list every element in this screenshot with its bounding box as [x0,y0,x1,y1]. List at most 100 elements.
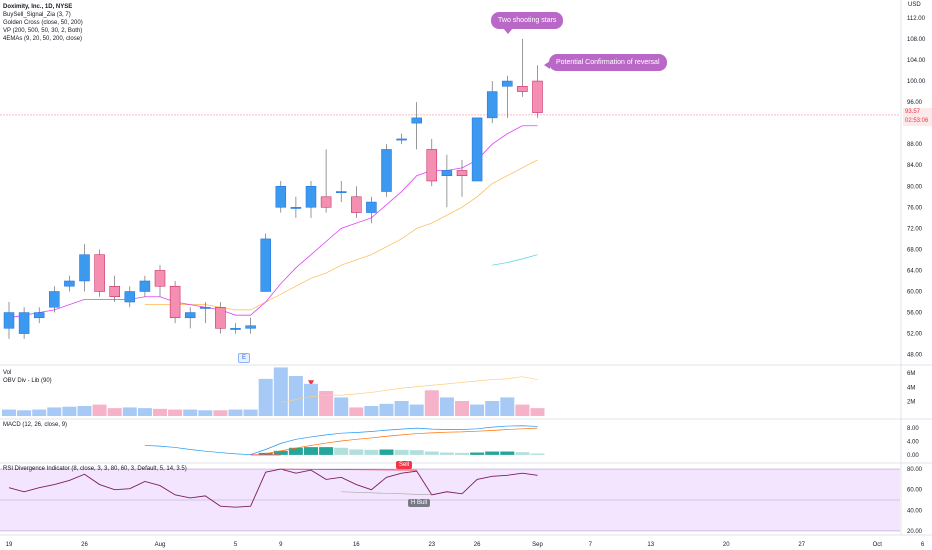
volume-bar [107,408,122,416]
macd-line [144,425,538,455]
countdown-tag: 02:53:06 [903,117,932,126]
macd-histogram-bar [334,447,349,455]
rsi-tick-label: 80.00 [907,467,923,473]
candle-body [426,149,438,182]
price-tick-label: 72.00 [907,226,923,232]
indicator-buysell[interactable]: BuySell_Signal_Zia (3, 7) [3,12,71,18]
volume-bar [228,409,243,416]
sell-tag: Sell [396,461,413,469]
volume-bar [455,401,469,416]
x-tick-label: 23 [428,542,435,548]
candle-body [154,270,166,287]
candle-body [64,280,75,287]
candle-body [184,312,196,319]
chart-legend: Doximity, Inc., 1D, NYSE BuySell_Signal_… [3,3,83,43]
rsi-tick-label: 20.00 [907,529,923,535]
volume-bar [62,406,77,416]
volume-tick-label: 2M [907,400,915,406]
price-tick-label: 96.00 [907,100,923,106]
macd-tick-label: 0.00 [907,453,919,459]
bullish-divergence-line [341,491,432,496]
volume-bar [304,383,318,416]
x-tick-label: Oct [873,542,883,548]
candle-body [396,138,407,141]
earnings-marker[interactable]: E [238,353,251,363]
volume-bar [424,390,439,416]
candle-body [502,80,513,87]
candle-body [305,186,317,208]
price-tick-label: 60.00 [907,289,923,295]
candle-body [230,328,241,330]
x-tick-label: 5 [234,542,238,548]
candle-body [49,291,60,308]
x-tick-label: 13 [647,542,654,548]
symbol-title[interactable]: Doximity, Inc., 1D, NYSE [3,4,73,10]
ema-50-line [492,254,538,266]
x-tick-label: 26 [81,542,88,548]
volume-bar [530,408,545,416]
price-tick-label: 56.00 [907,311,923,317]
obv-title[interactable]: OBV Div - Lib (90) [3,378,52,384]
macd-histogram-bar [424,451,439,455]
candle-body [366,201,377,213]
macd-histogram-bar [304,447,318,455]
macd-title[interactable]: MACD (12, 26, close, 9) [3,422,68,428]
candle-body [320,196,332,208]
macd-histogram-bar [500,451,515,455]
rsi-line [8,468,538,508]
volume-bar [364,406,379,416]
ema-20-line [144,159,538,311]
macd-tick-label: 8.00 [907,426,919,432]
candle-body [290,207,302,209]
rsi-tick-label: 60.00 [907,488,923,494]
volume-bar [439,397,454,416]
candle-body [517,86,528,92]
candle-body [351,196,362,213]
macd-histogram-bar [379,449,394,455]
volume-bar [485,401,500,416]
candle-body [335,191,347,193]
price-tick-label: 88.00 [907,142,923,148]
volume-legend: Vol OBV Div - Lib (90) [3,369,52,385]
price-tick-label: 52.00 [907,332,923,338]
indicator-volume-profile[interactable]: VP (200, 500, 50, 30, 2, Both) [3,28,83,34]
macd-histogram-bar [258,452,273,455]
candle-body [411,117,422,124]
volume-bar [258,378,273,416]
macd-histogram-bar [530,453,545,455]
macd-histogram-bar [455,452,469,455]
last-price-tag: 93.57 [903,108,932,117]
indicator-emas[interactable]: 4EMAs (9, 20, 50, 200, close) [3,36,83,42]
macd-histogram-bar [288,447,303,455]
volume-bar [213,410,228,416]
currency-label: USD [908,2,921,8]
macd-histogram-bar [319,447,334,455]
price-tick-label: 68.00 [907,247,923,253]
candle-body [200,307,211,309]
volume-bar [77,406,92,416]
rsi-title[interactable]: RSI Divergence Indicator (8, close, 3, 3… [3,466,187,472]
indicator-golden-cross[interactable]: Golden Cross (close, 50, 200) [3,20,83,26]
price-tick-label: 112.00 [907,16,926,22]
volume-bar [17,410,32,416]
price-tick-label: 100.00 [907,79,926,85]
volume-bar [379,403,394,416]
candle-body [381,149,392,192]
volume-bar [153,408,167,416]
candle-body [169,285,181,319]
x-tick-label: 26 [474,542,481,548]
volume-title[interactable]: Vol [3,370,12,376]
price-tick-label: 84.00 [907,163,923,169]
candle-body [3,312,15,329]
shooting-stars-callout[interactable]: Two shooting stars [491,12,564,34]
x-tick-label: Aug [155,542,166,548]
x-tick-label: 6 [921,542,925,548]
price-tick-label: 64.00 [907,268,923,274]
reversal-callout[interactable]: Potential Confirmation of reversal [544,54,667,71]
candle-body [79,254,90,282]
x-tick-label: 19 [6,542,13,548]
macd-histogram-bar [439,452,454,455]
macd-histogram-bar [349,449,364,455]
